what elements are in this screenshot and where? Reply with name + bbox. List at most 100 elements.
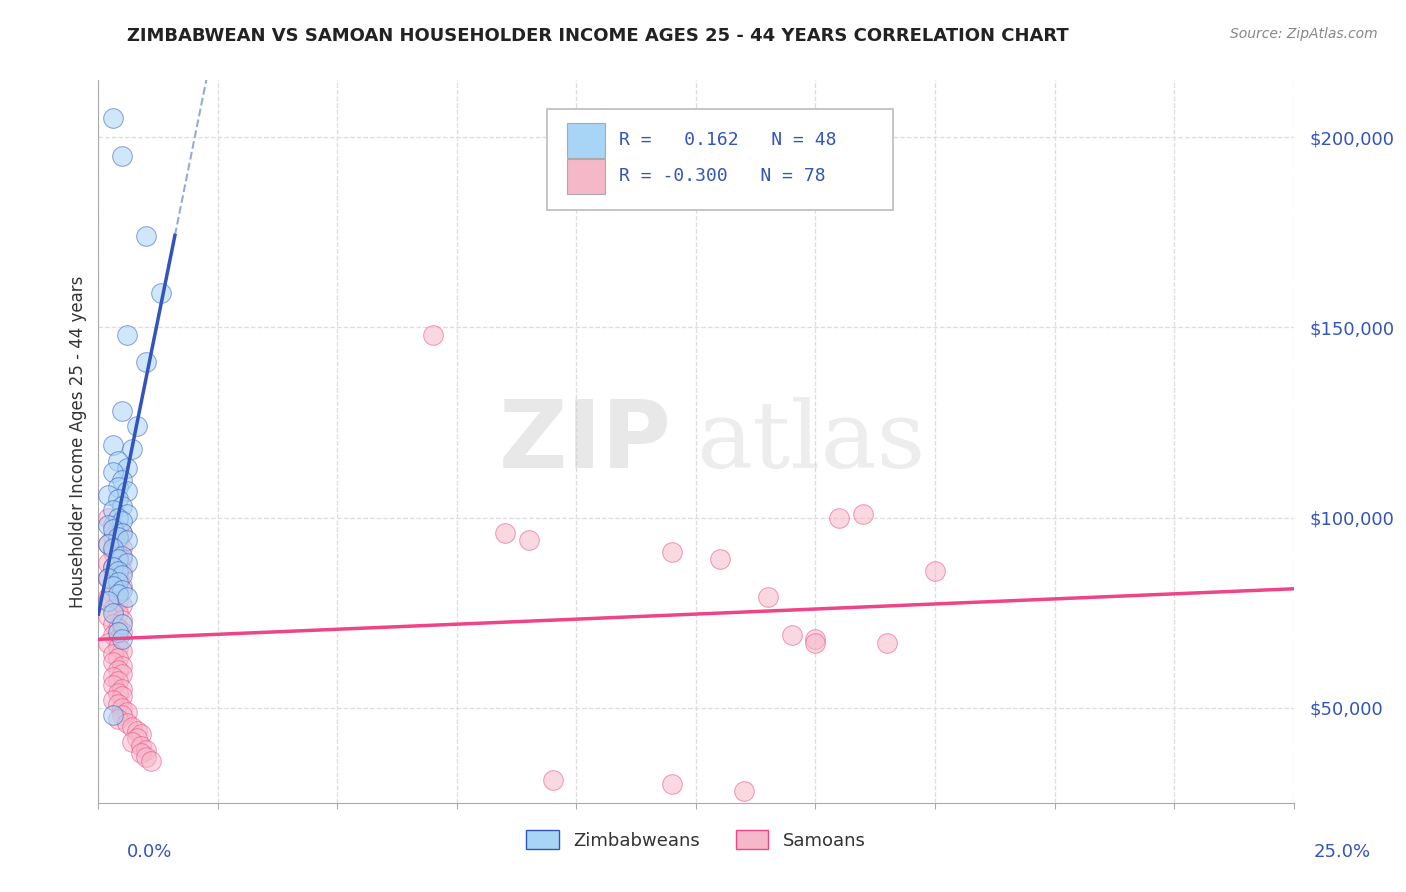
Point [97,609,120,624]
Point [101,678,124,692]
Point [101,648,124,662]
Point [111,515,134,529]
Point [131,739,153,753]
Point [661,545,683,559]
Point [149,286,172,301]
Point [107,712,129,726]
Point [107,453,129,467]
Point [756,591,779,605]
Point [107,674,129,689]
Point [115,591,138,605]
Point [101,112,124,126]
Point [422,328,444,343]
Point [541,772,564,787]
Text: 25.0%: 25.0% [1313,843,1371,861]
Point [107,697,129,711]
Point [101,560,124,574]
Point [111,564,134,578]
Point [111,617,134,632]
Point [804,636,827,650]
Point [101,587,124,601]
Point [852,507,875,521]
Point [125,723,148,738]
Point [111,666,134,681]
Point [111,708,134,723]
Point [107,567,129,582]
Point [107,530,129,544]
Point [101,579,124,593]
Point [107,491,129,506]
Point [876,636,898,650]
Point [107,624,129,639]
Bar [567,123,605,158]
Point [101,602,124,616]
Point [101,628,124,642]
Point [115,705,138,719]
Point [135,354,157,368]
Point [101,530,124,544]
Point [101,503,124,517]
Point [97,571,120,585]
Point [131,747,153,761]
Point [107,582,129,597]
Point [135,750,157,764]
Point [125,419,148,434]
Point [97,571,120,585]
Point [107,685,129,699]
Point [135,229,157,244]
Point [101,522,124,536]
Point [101,708,124,723]
Legend: Zimbabweans, Samoans: Zimbabweans, Samoans [517,822,875,859]
Point [97,518,120,533]
Point [111,549,134,563]
Point [111,149,134,163]
Point [101,465,124,479]
Point [107,663,129,677]
Point [111,643,134,657]
Point [107,651,129,665]
Text: R = -0.300   N = 78: R = -0.300 N = 78 [620,168,827,186]
Point [101,541,124,555]
Point [97,591,120,605]
Point [107,533,129,548]
Point [131,727,153,741]
Point [111,613,134,627]
Point [111,579,134,593]
Point [101,606,124,620]
Point [107,575,129,590]
Point [107,587,129,601]
Point [111,624,134,639]
Point [101,518,124,533]
Point [115,461,138,475]
Point [107,480,129,494]
Point [107,564,129,578]
Point [517,533,540,548]
Point [121,735,143,749]
Point [101,655,124,669]
Point [709,552,731,566]
Point [111,404,134,418]
Text: ZIMBABWEAN VS SAMOAN HOUSEHOLDER INCOME AGES 25 - 44 YEARS CORRELATION CHART: ZIMBABWEAN VS SAMOAN HOUSEHOLDER INCOME … [127,27,1069,45]
Point [115,715,138,730]
Point [135,742,157,756]
Point [111,700,134,714]
Point [107,552,129,566]
Point [111,690,134,704]
Point [111,552,134,566]
Point [115,483,138,498]
Point [101,545,124,559]
Point [111,541,134,555]
Point [107,594,129,608]
Text: 0.0%: 0.0% [127,843,172,861]
Point [107,549,129,563]
Point [101,438,124,452]
Point [97,594,120,608]
Point [107,606,129,620]
Y-axis label: Householder Income Ages 25 - 44 years: Householder Income Ages 25 - 44 years [69,276,87,607]
Text: Source: ZipAtlas.com: Source: ZipAtlas.com [1230,27,1378,41]
Point [733,784,755,798]
Point [115,556,138,570]
Point [107,510,129,524]
Point [111,525,134,540]
Point [804,632,827,647]
